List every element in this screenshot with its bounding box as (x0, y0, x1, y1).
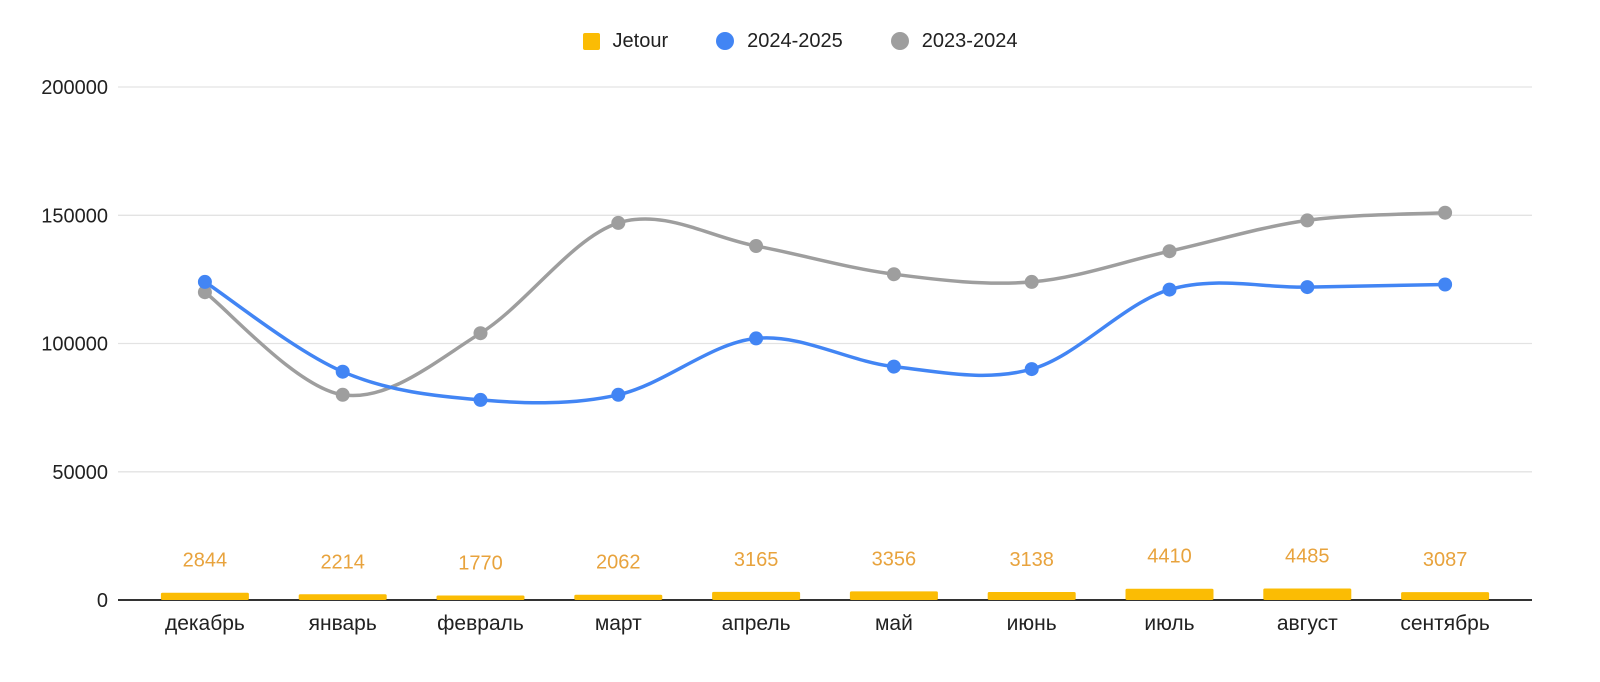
x-tick-label: февраль (437, 612, 524, 635)
bar-value-label: 3087 (1423, 549, 1468, 571)
bar (298, 594, 387, 600)
line-series-2024-2025 (197, 274, 1453, 407)
data-point (335, 364, 350, 379)
x-tick-label: июнь (1007, 612, 1057, 635)
data-point (335, 387, 350, 402)
legend-label-2024-2025: 2024-2025 (747, 30, 843, 52)
x-tick-label: июль (1144, 612, 1194, 635)
data-point (749, 239, 764, 253)
bar-value-label: 3165 (734, 549, 779, 571)
bar-value-label: 2214 (320, 551, 365, 573)
x-axis-labels: декабрь январь февраль март апрель май июнь июл… (165, 612, 1490, 635)
legend-label-2023-2024: 2023-2024 (921, 30, 1018, 52)
y-tick-label: 0 (97, 590, 108, 612)
data-point (1162, 282, 1177, 297)
bar-series-swatch-icon (582, 32, 600, 50)
bar-series-jetour: 2844 2214 1770 2062 3165 3356 3138 4410 4485 3087 (160, 546, 1490, 600)
data-point (1162, 244, 1177, 259)
legend-item-2023-2024: 2023-2024 (890, 30, 1018, 52)
bar (1125, 588, 1214, 600)
line-series-2023-2024 (197, 205, 1453, 402)
bar (1401, 592, 1490, 600)
data-point (1024, 274, 1039, 289)
gridlines (118, 86, 1532, 601)
bar-value-label: 2062 (596, 552, 641, 574)
data-point (749, 331, 764, 346)
y-tick-label: 200000 (41, 77, 108, 99)
line-series-swatch-icon (890, 32, 909, 50)
data-point (473, 392, 488, 407)
x-tick-label: сентябрь (1400, 612, 1489, 635)
legend-item-jetour: Jetour (582, 30, 669, 52)
chart-legend: Jetour 2024-2025 2023-2024 (0, 31, 1600, 51)
bar (849, 591, 938, 600)
data-point (197, 274, 212, 289)
data-point (611, 215, 626, 230)
bar-value-label: 4485 (1285, 546, 1330, 568)
x-tick-label: апрель (722, 612, 791, 635)
x-tick-label: март (595, 612, 642, 635)
bar (712, 591, 801, 600)
bar-value-label: 2844 (183, 550, 228, 572)
y-tick-label: 150000 (41, 205, 108, 227)
line-series-swatch-icon (716, 32, 735, 50)
bar (160, 592, 249, 600)
data-point (473, 326, 488, 341)
bar (574, 594, 663, 600)
bar-value-label: 3138 (1009, 549, 1054, 571)
bar (436, 595, 525, 600)
data-point (1438, 205, 1453, 220)
data-point (1300, 280, 1315, 295)
bar-value-label: 1770 (458, 553, 503, 575)
x-tick-label: май (875, 612, 913, 635)
data-point (1438, 277, 1453, 292)
bar (1263, 588, 1352, 600)
legend-item-2024-2025: 2024-2025 (716, 31, 843, 51)
data-point (886, 267, 901, 282)
y-axis-labels: 0 50000 100000 150000 200000 (41, 77, 108, 612)
data-point (197, 285, 212, 300)
y-tick-label: 50000 (52, 462, 108, 484)
x-tick-label: декабрь (165, 612, 245, 635)
data-point (1300, 213, 1315, 228)
data-point (1024, 362, 1039, 377)
x-tick-label: август (1277, 612, 1338, 635)
x-tick-label: январь (309, 612, 377, 635)
legend-label-jetour: Jetour (612, 30, 669, 52)
y-tick-label: 100000 (41, 334, 108, 356)
bar-value-label: 3356 (872, 548, 917, 570)
bar-value-label: 4410 (1147, 546, 1192, 568)
data-point (886, 359, 901, 374)
data-point (611, 387, 626, 402)
bar (987, 592, 1076, 600)
